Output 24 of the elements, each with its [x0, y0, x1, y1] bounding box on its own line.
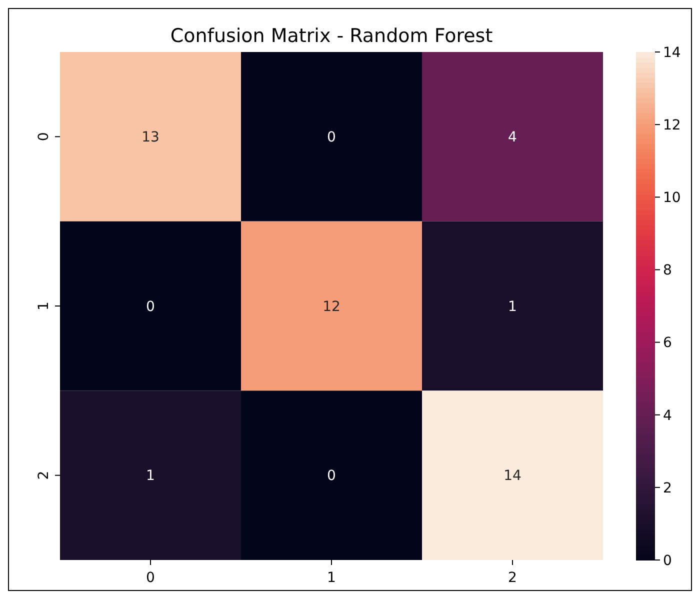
x-tick-label: 0: [146, 570, 155, 586]
y-tick-label: 0: [36, 132, 52, 142]
color-bar-label: 4: [663, 408, 672, 424]
chart-title: Confusion Matrix - Random Forest: [170, 25, 493, 47]
color-bar-label: 8: [663, 262, 672, 279]
color-bar-label: 14: [663, 44, 681, 61]
data-label: 13: [142, 130, 160, 146]
color-bar-label: 6: [663, 335, 672, 352]
y-tick-label: 1: [36, 302, 52, 310]
data-label: 14: [504, 468, 522, 484]
color-bar-label: 10: [663, 190, 681, 206]
data-label: 12: [322, 298, 340, 315]
x-tick-label: 2: [508, 570, 517, 586]
data-label: 0: [327, 130, 336, 146]
x-tick-label: 1: [327, 570, 336, 586]
color-bar-label: 2: [663, 480, 672, 496]
color-bar-label: 0: [663, 552, 672, 569]
data-label: 0: [327, 468, 336, 484]
y-tick-label: 2: [36, 470, 52, 480]
color-bar-label: 12: [663, 117, 681, 134]
data-label: 0: [146, 298, 155, 315]
data-label: 1: [508, 298, 517, 315]
data-label: 1: [146, 468, 155, 484]
data-label: 4: [508, 130, 518, 146]
